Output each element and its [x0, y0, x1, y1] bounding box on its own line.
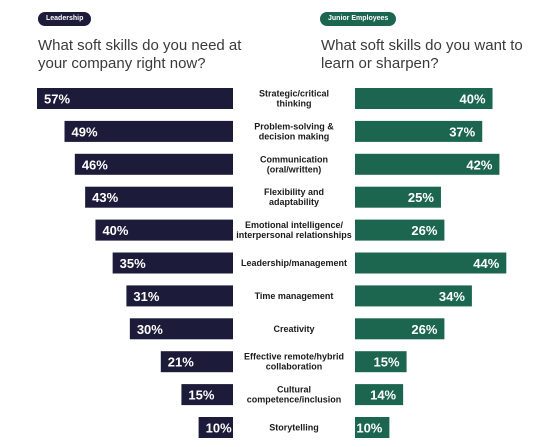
category-label: Communication (oral/written)	[260, 154, 328, 174]
leadership-value-label: 35%	[120, 256, 146, 271]
category-label: Time management	[255, 291, 334, 301]
junior-bar	[355, 417, 390, 438]
category-label: Strategic/critical thinking	[259, 89, 329, 109]
category-label-line: Effective remote/hybrid	[244, 352, 344, 362]
leadership-badge: Leadership	[38, 12, 92, 26]
leadership-bar	[129, 318, 233, 340]
junior-value-label: 40%	[460, 92, 486, 107]
leadership-bar	[126, 285, 233, 307]
leadership-bar	[85, 186, 233, 208]
junior-value-label: 26%	[411, 223, 437, 238]
junior-bar	[355, 153, 500, 175]
category-label-line: Strategic/critical	[259, 89, 329, 99]
category-label-line: adaptability	[269, 197, 319, 207]
category-label: Cultural competence/inclusion	[247, 385, 342, 405]
junior-bar	[355, 351, 407, 373]
junior-employees-badge: Junior Employees	[320, 12, 397, 26]
junior-bar	[355, 88, 493, 109]
category-label: Effective remote/hybrid collaboration	[244, 352, 344, 372]
category-label-line: decision making	[259, 131, 330, 141]
junior-value-label: 10%	[356, 421, 382, 436]
leadership-question: What soft skills do you need at your com…	[38, 37, 242, 72]
category-label-line: (oral/written)	[267, 164, 322, 174]
junior-bar	[355, 120, 483, 142]
category-label-line: competence/inclusion	[247, 395, 342, 405]
junior-value-label: 25%	[408, 190, 434, 205]
leadership-value-label: 40%	[102, 223, 128, 238]
leadership-value-label: 57%	[44, 92, 70, 107]
junior-value-label: 42%	[466, 157, 492, 172]
category-label: Emotional intelligence/interpersonal rel…	[236, 220, 352, 240]
category-label: Problem-solving & decision making	[254, 121, 334, 141]
junior-bar	[355, 186, 441, 208]
junior-bar	[355, 219, 445, 241]
leadership-bar	[160, 351, 233, 373]
leadership-bar	[112, 252, 233, 274]
junior-bar	[355, 285, 472, 307]
leadership-bar	[198, 417, 233, 438]
leadership-bar	[37, 88, 233, 109]
leadership-bar	[74, 153, 234, 175]
category-label: Flexibility and adaptability	[264, 187, 324, 207]
category-label-line: Communication	[260, 154, 328, 164]
junior-bar	[355, 252, 507, 274]
category-label: Creativity	[273, 324, 314, 334]
category-label-line: interpersonal relationships	[236, 230, 352, 240]
category-label-line: Cultural	[277, 385, 311, 395]
leadership-value-label: 15%	[188, 388, 214, 403]
junior-question: What soft skills do you want to learn or…	[321, 37, 523, 72]
category-label-line: collaboration	[266, 362, 323, 372]
category-label-line: Flexibility and	[264, 187, 324, 197]
category-label: Leadership/management	[241, 258, 347, 268]
junior-value-label: 15%	[374, 355, 400, 370]
category-label-line: thinking	[277, 99, 312, 109]
leadership-bar	[181, 384, 233, 406]
leadership-value-label: 10%	[206, 421, 232, 436]
category-label-line: Problem-solving &	[254, 121, 334, 131]
leadership-value-label: 31%	[133, 289, 159, 304]
junior-value-label: 44%	[473, 256, 499, 271]
junior-value-label: 14%	[370, 388, 396, 403]
leadership-bar	[95, 219, 233, 241]
junior-value-label: 37%	[449, 124, 475, 139]
leadership-value-label: 46%	[82, 157, 108, 172]
leadership-value-label: 49%	[72, 124, 98, 139]
leadership-value-label: 21%	[168, 355, 194, 370]
junior-value-label: 26%	[411, 322, 437, 337]
junior-value-label: 34%	[439, 289, 465, 304]
category-label-line: Emotional intelligence/	[245, 220, 344, 230]
category-label: Storytelling	[269, 423, 319, 433]
leadership-value-label: 30%	[137, 322, 163, 337]
leadership-bar	[64, 120, 233, 142]
junior-bar	[355, 384, 404, 406]
leadership-value-label: 43%	[92, 190, 118, 205]
junior-bar	[355, 318, 445, 340]
